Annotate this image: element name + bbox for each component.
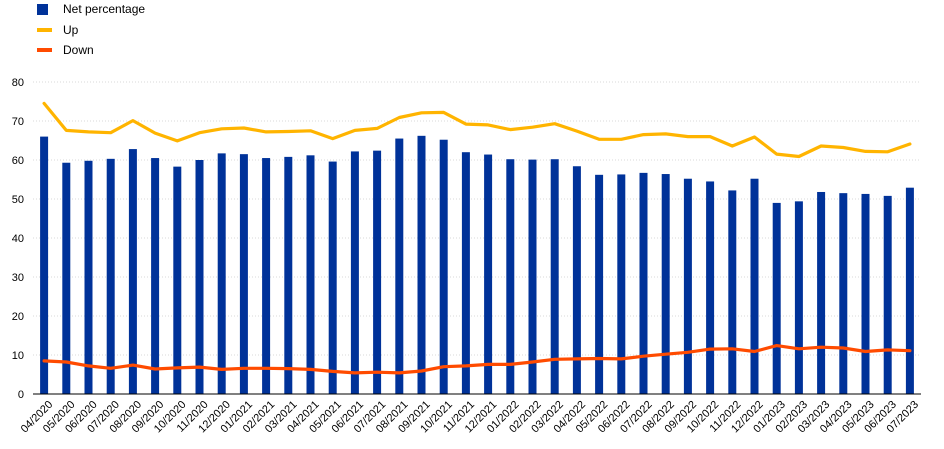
bar [439,139,448,394]
bar [839,193,848,394]
bar [173,166,182,394]
bar [417,135,426,394]
bar [350,151,359,394]
bar [550,159,559,394]
bar [750,178,759,394]
legend-item-down: Down [37,43,94,57]
series-lines [42,101,912,375]
line-down [42,344,912,375]
y-tick-label: 10 [12,350,24,362]
legend-item-up: Up [37,23,79,37]
legend-label-down: Down [63,43,94,57]
legend: Net percentage Up Down [37,2,145,57]
bar [728,190,737,394]
bar [528,159,537,394]
bar [306,155,315,394]
bar [461,152,470,394]
bar [262,158,271,394]
bar [128,149,137,394]
y-tick-label: 40 [12,233,24,245]
bar [572,166,581,394]
y-tick-label: 60 [12,155,24,167]
bar [595,174,604,394]
bar [62,162,71,394]
bar [617,174,626,394]
bar [683,178,692,394]
bar [883,195,892,394]
legend-swatch-down [37,48,52,52]
bar [84,160,93,394]
bar [40,136,49,394]
line-up [42,101,912,159]
y-tick-label: 80 [12,77,24,89]
y-tick-label: 70 [12,116,24,128]
bar [484,154,493,394]
bar [706,181,715,394]
y-tick-label: 0 [18,389,24,401]
y-tick-label: 50 [12,194,24,206]
x-axis: 04/202005/202006/202007/202008/202009/20… [19,393,921,435]
bar [817,191,826,394]
legend-swatch-net-percentage [37,4,48,15]
legend-label-up: Up [63,23,79,37]
bar [661,174,670,394]
bar [373,150,382,394]
bar [239,154,248,394]
bar [151,158,160,394]
bar [328,161,337,394]
bar [217,153,226,394]
legend-swatch-up [37,28,52,32]
bar [639,172,648,394]
bar [772,202,781,394]
bar [395,138,404,394]
legend-item-net-percentage: Net percentage [37,2,145,16]
bar [195,160,204,394]
bar [106,158,115,394]
bars-net-percentage [40,135,914,394]
bar [905,187,914,394]
bar [861,193,870,394]
bar [284,156,293,394]
bar [794,201,803,394]
bar [506,159,515,394]
y-axis: 0 10 20 30 40 50 60 70 80 [12,77,24,401]
y-tick-label: 20 [12,311,24,323]
legend-label-net-percentage: Net percentage [63,2,145,16]
y-tick-label: 30 [12,272,24,284]
